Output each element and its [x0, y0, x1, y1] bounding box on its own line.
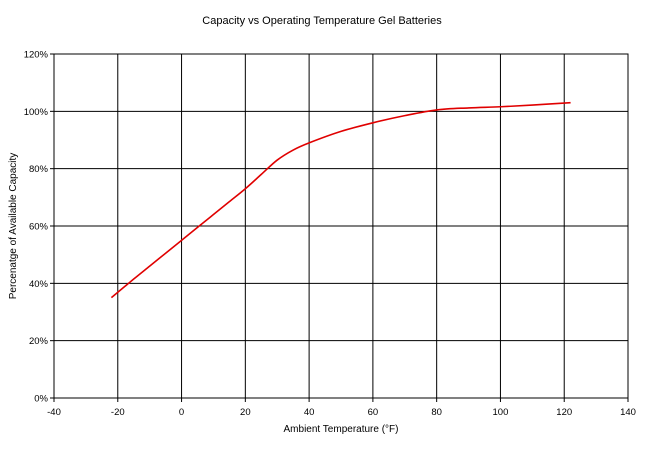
x-tick-label: 60	[368, 407, 379, 418]
series-group	[110, 101, 571, 299]
x-tick-label: 140	[620, 407, 636, 418]
y-axis: 0% 20% 40% 60% 80% 100% 120%	[24, 50, 54, 405]
x-axis: -40 -20 0 20 40 60 80 100 120 140	[47, 398, 636, 418]
x-axis-label: Ambient Temperature (°F)	[284, 424, 399, 435]
x-tick-label: -20	[111, 407, 125, 418]
chart-title: Capacity vs Operating Temperature Gel Ba…	[202, 15, 442, 27]
y-tick-label: 0%	[34, 394, 48, 405]
x-tick-label: 80	[431, 407, 442, 418]
x-tick-label: 20	[240, 407, 251, 418]
y-tick-label: 20%	[29, 336, 49, 347]
x-tick-label: 40	[304, 407, 315, 418]
y-tick-label: 40%	[29, 279, 49, 290]
y-tick-label: 100%	[24, 107, 49, 118]
x-tick-label: 100	[493, 407, 509, 418]
y-tick-label: 80%	[29, 164, 49, 175]
y-tick-label: 60%	[29, 222, 49, 233]
grid	[54, 54, 628, 398]
y-tick-label: 120%	[24, 50, 49, 61]
x-tick-label: -40	[47, 407, 61, 418]
x-tick-label: 0	[179, 407, 184, 418]
y-axis-label: Percenatge of Available Capacity	[8, 153, 19, 300]
x-tick-label: 120	[556, 407, 572, 418]
series-line	[110, 101, 571, 299]
